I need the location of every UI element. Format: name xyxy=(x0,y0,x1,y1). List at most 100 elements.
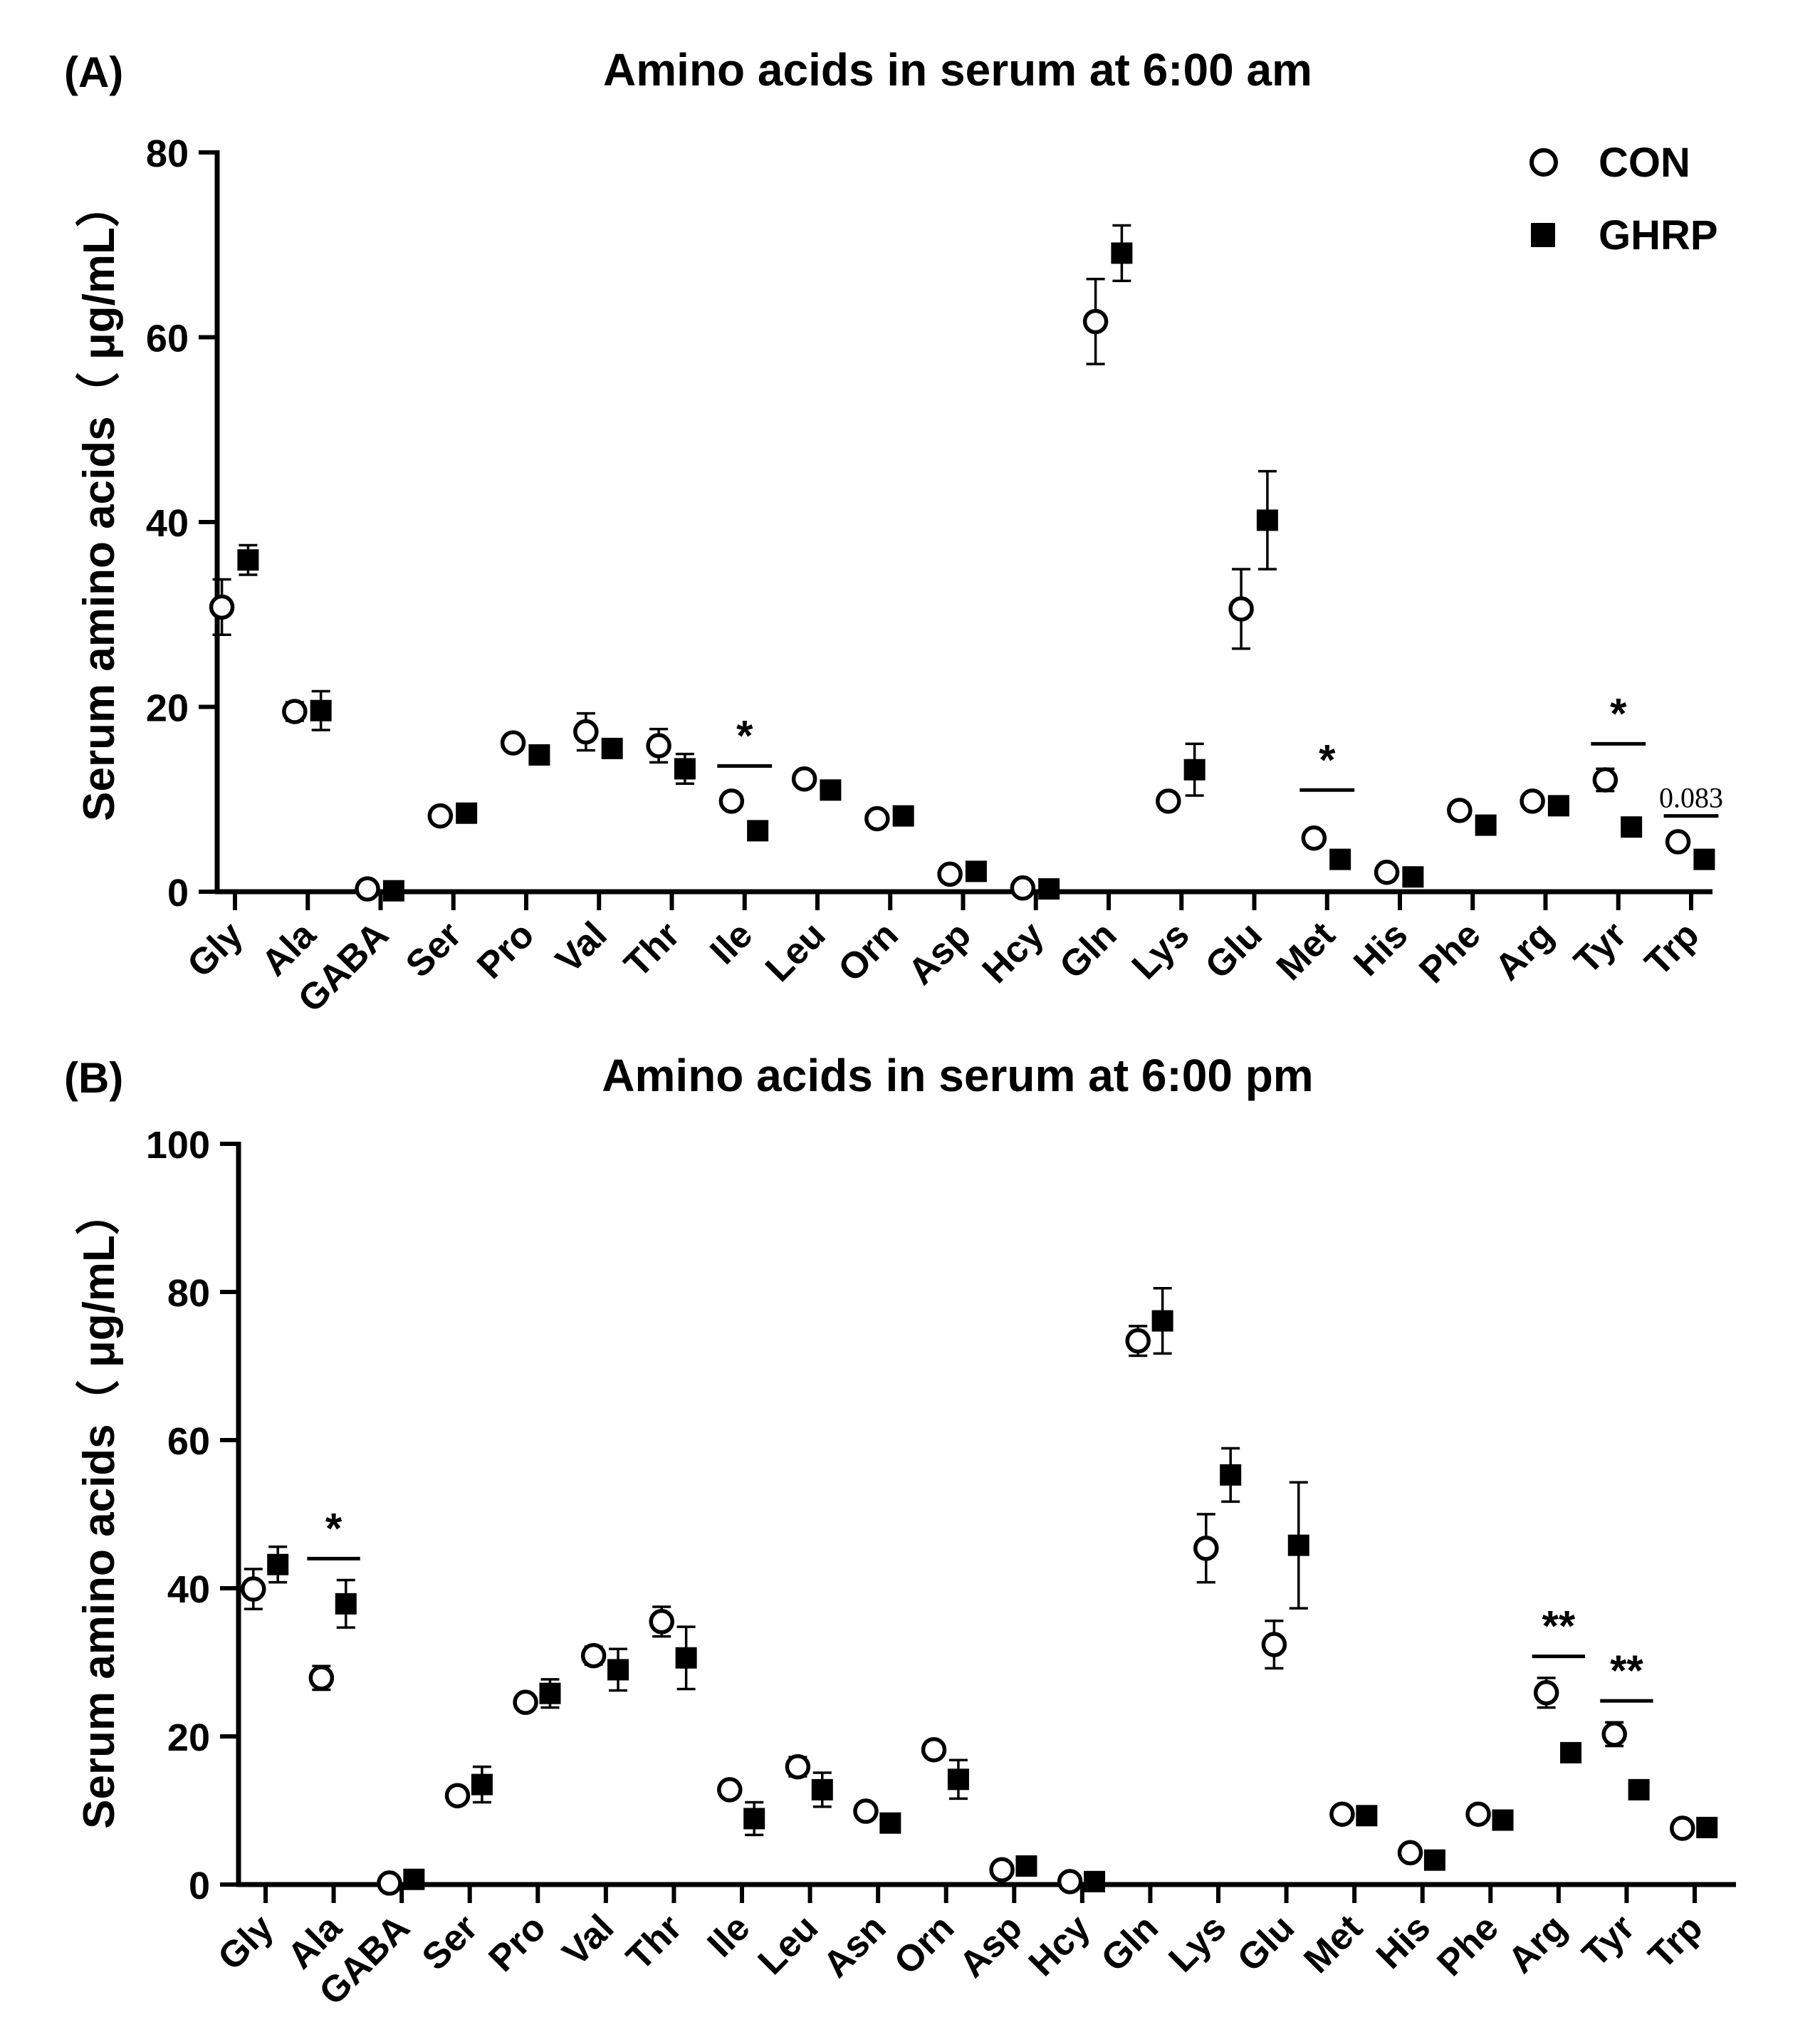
panel-a-ghrp-point-glu xyxy=(1256,509,1278,531)
panel-b-label: (B) xyxy=(64,1054,123,1102)
panel-a-con-point-gln xyxy=(1082,308,1109,335)
panel-b-y-tick-label: 0 xyxy=(189,1865,210,1907)
panel-b-x-tick-label: Val xyxy=(555,1907,622,1974)
panel-a-ylabel: Serum amino acids（ μg/mL） xyxy=(74,183,124,821)
panel-b-x-tick-label: Gln xyxy=(1094,1907,1166,1979)
panel-a-con-point-trp xyxy=(1665,829,1691,855)
panel-a-ghrp-point-his xyxy=(1402,866,1424,888)
panel-a-ghrp-point-asp xyxy=(965,860,987,882)
panel-b-con-point-arg xyxy=(1533,1679,1559,1706)
panel-a-x-tick-label: Arg xyxy=(1487,914,1562,988)
panel-b-x-tick-label: Met xyxy=(1296,1907,1370,1981)
panel-b-ghrp-point-met xyxy=(1356,1805,1378,1827)
panel-a-significance-label: * xyxy=(1319,736,1336,783)
panel-b-con-point-trp xyxy=(1670,1815,1695,1841)
panel-a-y-tick-label: 0 xyxy=(167,872,189,914)
panel-b-con-point-tyr xyxy=(1601,1721,1627,1747)
panel-a-con-point-pro xyxy=(500,730,526,756)
panel-a-x-tick-label: Leu xyxy=(758,914,833,989)
panel-a-y-tick-label: 80 xyxy=(146,132,189,175)
panel-a-con-point-phe xyxy=(1447,798,1473,823)
panel-a-con-point-val xyxy=(573,719,599,745)
panel-a-con-point-met xyxy=(1301,825,1327,851)
panel-b-ghrp-point-trp xyxy=(1696,1816,1718,1838)
panel-b-ghrp-point-ser xyxy=(471,1773,493,1796)
panel-b-x-tick-label: Glu xyxy=(1230,1907,1302,1979)
panel-a-ghrp-point-gln xyxy=(1111,242,1133,264)
panel-a-significance-label: * xyxy=(736,712,753,760)
legend: CON GHRP xyxy=(1529,140,1718,259)
panel-b-ghrp-point-tyr xyxy=(1628,1778,1650,1800)
panel-a-ghrp-point-gly xyxy=(237,549,259,571)
panel-b-ghrp-point-gaba xyxy=(403,1868,425,1890)
panel-b-title: Amino acids in serum at 6:00 pm xyxy=(602,1050,1313,1101)
panel-a-ghrp-point-lys xyxy=(1183,759,1206,781)
panel-a-con-point-thr xyxy=(646,733,671,759)
panel-b-con-point-gln xyxy=(1125,1328,1151,1354)
panel-b-x-tick-label: Leu xyxy=(751,1907,826,1982)
panel-b-x-tick-label: Asp xyxy=(951,1907,1030,1985)
panel-a-ghrp-point-thr xyxy=(674,758,696,780)
panel-a-label: (A) xyxy=(64,48,123,96)
panel-b-ghrp-point-ala xyxy=(335,1593,357,1615)
panel-a-marks: * * * 0.083 xyxy=(209,224,1723,902)
panel-a-ghrp-point-val xyxy=(601,737,623,759)
panel-b-y-tick-label: 40 xyxy=(167,1568,210,1611)
panel-a-x-tick-label: Asp xyxy=(900,914,978,992)
panel-a-con-point-hcy xyxy=(1010,875,1036,901)
panel-b-significance-label: ** xyxy=(1610,1647,1643,1694)
panel-a-significance-label: 0.083 xyxy=(1659,782,1723,814)
panel-b-con-point-ala xyxy=(308,1665,335,1691)
panel-a-x-tick-label: Gln xyxy=(1052,914,1124,986)
panel-a-x-tick-label: Thr xyxy=(617,914,688,985)
panel-b-significance-label: * xyxy=(325,1504,342,1552)
panel-b-con-point-hcy xyxy=(1057,1869,1083,1895)
panel-a-x-tick-label: Ser xyxy=(398,914,469,985)
panel-a-y-tick-label: 40 xyxy=(146,502,189,545)
panel-a-ghrp-point-orn xyxy=(892,805,914,827)
panel-a-ghrp-point-pro xyxy=(528,744,550,766)
panel-a-ghrp-point-arg xyxy=(1547,795,1569,817)
panel-b-con-point-phe xyxy=(1465,1801,1491,1827)
panel-b-con-point-ile xyxy=(717,1777,743,1803)
panel-b-x-tick-label: Tyr xyxy=(1574,1907,1643,1975)
panel-a-x-tick-label: Val xyxy=(548,914,615,981)
panel-a-x-tick-label: Gly xyxy=(179,914,251,985)
panel-a-con-point-arg xyxy=(1520,788,1545,814)
panel-b-ghrp-point-gly xyxy=(267,1553,289,1575)
panel-a: (A) Amino acids in serum at 6:00 am Seru… xyxy=(64,44,1723,1021)
panel-a-x-tick-label: Glu xyxy=(1198,914,1270,986)
panel-b-con-point-met xyxy=(1329,1801,1355,1827)
panel-b-con-point-orn xyxy=(921,1736,947,1763)
panel-b-con-point-lys xyxy=(1193,1536,1219,1561)
panel-b-con-point-his xyxy=(1397,1840,1423,1866)
panel-b-ghrp-point-glu xyxy=(1287,1534,1309,1556)
panel-a-con-point-gly xyxy=(209,594,235,620)
panel-b-ghrp-point-asn xyxy=(879,1812,901,1834)
panel-a-con-point-gaba xyxy=(355,876,380,902)
panel-a-significance-label: * xyxy=(1610,689,1627,737)
panel-a-ghrp-point-met xyxy=(1329,848,1351,870)
panel-b-ghrp-point-gln xyxy=(1151,1310,1173,1332)
panel-a-con-point-his xyxy=(1374,860,1400,885)
panel-b-x-tick-label: Lys xyxy=(1161,1907,1234,1980)
panel-b-ghrp-point-leu xyxy=(811,1778,833,1800)
panel-a-x-tick-label: Orn xyxy=(830,914,906,989)
panel-b-ghrp-point-pro xyxy=(539,1682,561,1704)
panel-b-ghrp-point-val xyxy=(607,1659,629,1681)
panel-a-con-point-leu xyxy=(791,766,817,792)
panel-b-y-tick-label: 20 xyxy=(167,1716,210,1759)
panel-b-x-tick-label: His xyxy=(1369,1907,1438,1976)
panel-b-y-tick-label: 80 xyxy=(167,1272,210,1315)
panel-b-x-tick-label: Asn xyxy=(815,1907,894,1985)
panel-a-x-tick-label: Pro xyxy=(469,914,542,986)
legend-ghrp-label: GHRP xyxy=(1599,212,1718,259)
panel-a-x-tick-label: Ile xyxy=(702,914,760,972)
panel-b-con-point-asp xyxy=(989,1857,1015,1882)
panel-a-con-point-ser xyxy=(427,803,454,829)
panel-b-con-point-leu xyxy=(785,1753,811,1780)
panel-a-x-tick-label: Phe xyxy=(1411,914,1488,991)
panel-b-ghrp-point-phe xyxy=(1492,1809,1514,1831)
panel-a-con-point-orn xyxy=(864,806,890,832)
